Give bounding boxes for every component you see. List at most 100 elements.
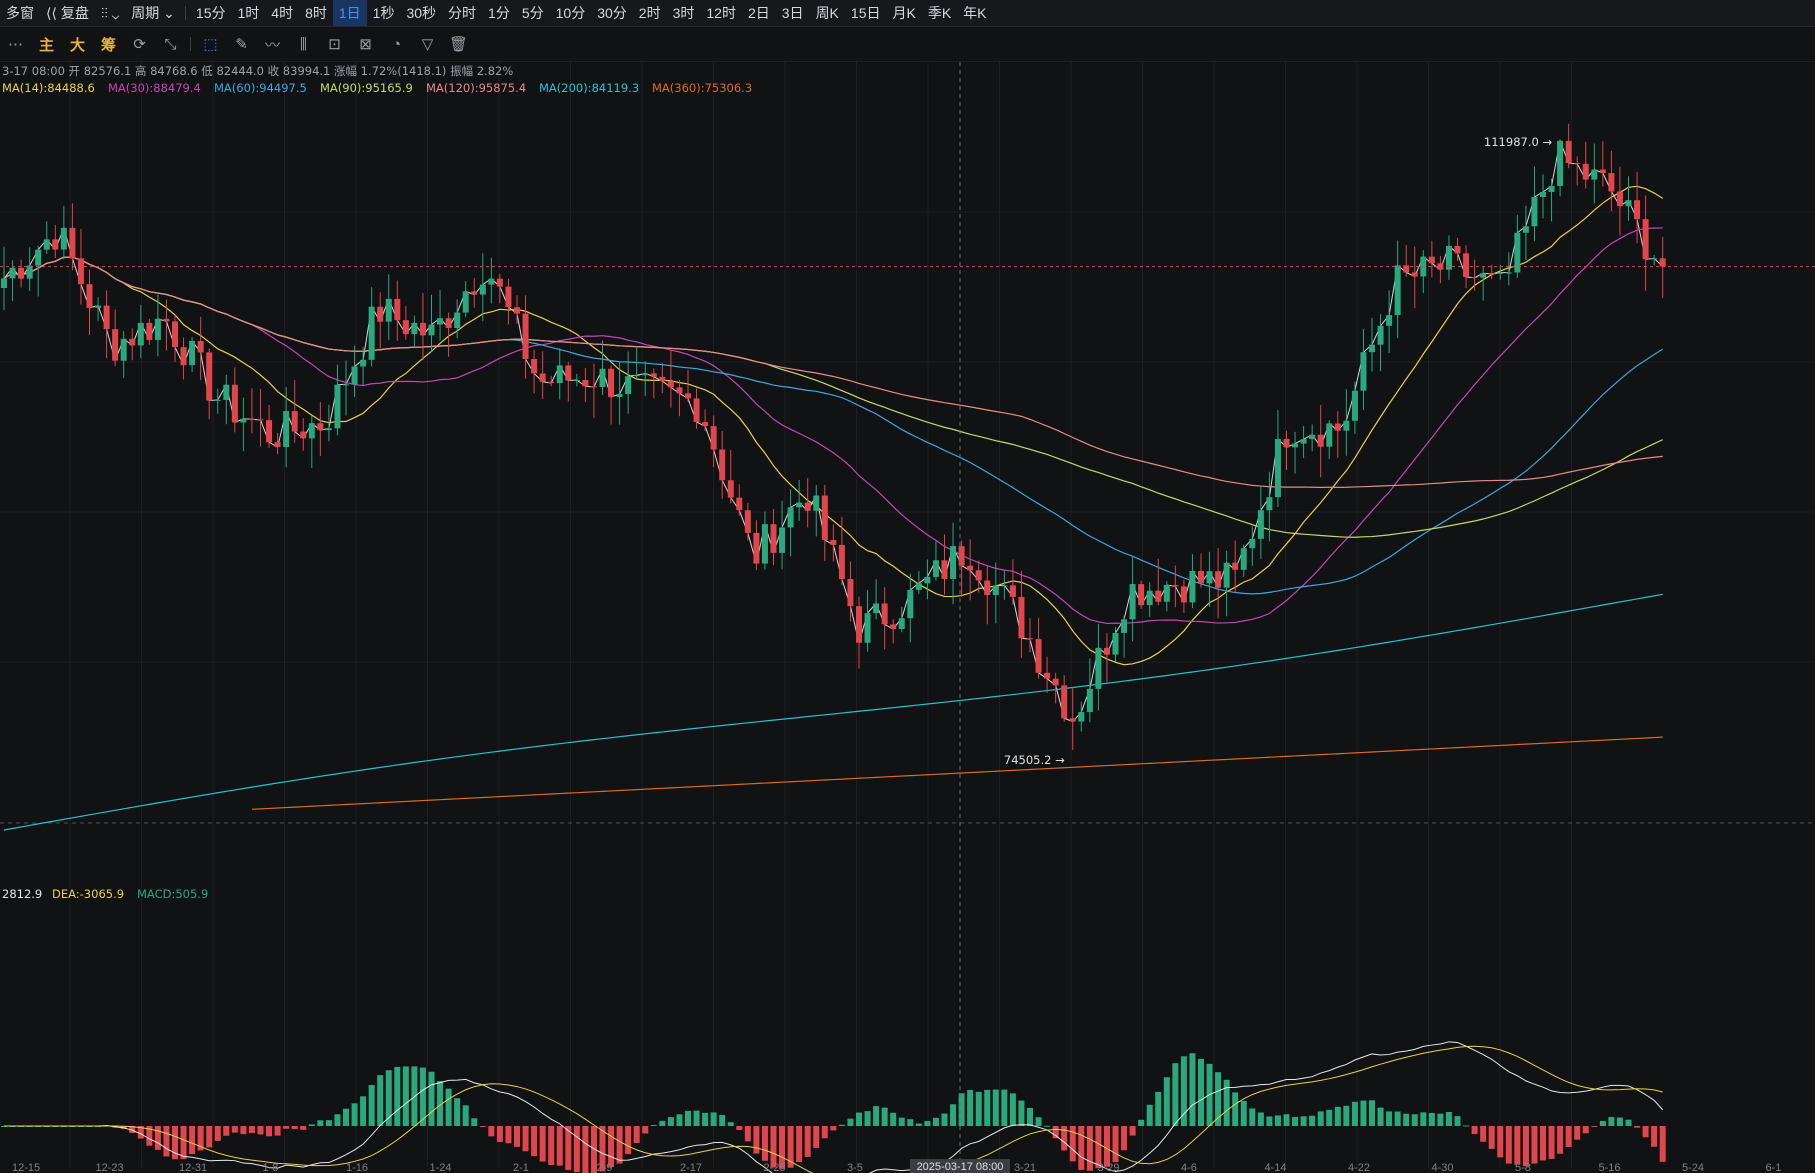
timeframe-15[interactable]: 30分 (597, 5, 627, 21)
timeframe-16[interactable]: 2时 (638, 5, 661, 21)
timeframe-6[interactable]: 4时 (271, 5, 294, 21)
macd-bar (804, 1126, 811, 1157)
candle (514, 295, 520, 324)
candle (1420, 250, 1427, 294)
timeframe-7[interactable]: 8时 (305, 5, 327, 21)
macd-bar (214, 1126, 221, 1142)
macd-bar (428, 1071, 435, 1126)
candle (1223, 550, 1230, 617)
timeframe-24[interactable]: 季K (927, 5, 952, 21)
timeframe-21[interactable]: 周K (815, 5, 839, 21)
candle-body (9, 267, 16, 279)
filter-icon[interactable]: ▽ (421, 36, 434, 53)
candle (1454, 237, 1461, 261)
candle-body (650, 373, 657, 377)
candle (505, 278, 512, 325)
candle-body (1531, 197, 1538, 227)
timeframe-0[interactable]: 多窗 (6, 5, 34, 21)
timeframe-3[interactable]: 周期 ⌄ (131, 5, 175, 21)
brush-icon[interactable]: 〰 (264, 36, 280, 54)
candle (941, 534, 948, 595)
candle-body (573, 380, 580, 382)
main-indicator-icon[interactable]: 主 (38, 36, 54, 54)
trash-icon[interactable]: 🗑 (448, 36, 469, 53)
price-chart[interactable]: 111987.0 → 74505.2 → 3-17 08:00 开 82576.1… (0, 62, 1815, 1173)
magnet-icon[interactable]: ◔ (391, 35, 402, 53)
macd-bar (1437, 1113, 1444, 1126)
macd-bar (240, 1126, 247, 1135)
candle-body (1240, 548, 1247, 570)
candle-body (1232, 562, 1239, 570)
candle (761, 511, 768, 570)
lock-icon[interactable]: ⊡ (328, 36, 341, 53)
timeframe-25[interactable]: 年K (963, 5, 987, 21)
candle (35, 245, 42, 297)
timeframe-23[interactable]: 月K (892, 5, 916, 21)
pencil-icon[interactable]: ✎ (235, 36, 248, 53)
big-icon[interactable]: 大 (69, 36, 85, 54)
candle-body (1009, 585, 1016, 597)
timeframe-11[interactable]: 分时 (448, 5, 477, 21)
timeframe-1[interactable]: ⟨⟨ 复盘 (46, 5, 89, 21)
candle (650, 368, 657, 399)
macd-bar (1112, 1126, 1119, 1163)
candle-body (1659, 258, 1666, 267)
timeframe-12[interactable]: 1分 (488, 5, 510, 21)
chip-icon[interactable]: 筹 (100, 36, 116, 54)
candle (240, 397, 247, 452)
macd-bar (402, 1066, 409, 1126)
macd-bar (437, 1081, 444, 1126)
candle-body (368, 306, 375, 360)
candle-body (1044, 672, 1051, 679)
tool-icon[interactable]: ⤡ (164, 35, 177, 53)
candle-body (172, 321, 178, 348)
x-axis-label: 2-1 (513, 1162, 529, 1173)
candle-body (394, 298, 401, 321)
candle-body (967, 565, 974, 571)
timeframe-22[interactable]: 15日 (850, 5, 881, 21)
timeframe-8[interactable]: 1日 (332, 0, 367, 26)
candle-body (505, 286, 512, 308)
candle (1351, 381, 1358, 434)
x-axis-label: 6-1 (1766, 1162, 1782, 1173)
edit-box-icon[interactable]: ⊠ (359, 36, 372, 53)
more-dots-icon[interactable]: ⋯ (8, 36, 23, 53)
candle (1403, 245, 1410, 277)
candles-icon[interactable]: ⫼ (300, 35, 307, 53)
candle (377, 292, 384, 349)
cursor-icon[interactable]: ⬚ (203, 36, 218, 53)
candle (531, 349, 538, 394)
candle-body (1052, 678, 1059, 686)
macd-bar (479, 1126, 486, 1127)
candle (779, 500, 786, 570)
timeframe-20[interactable]: 3日 (781, 5, 804, 21)
candle (573, 373, 580, 387)
timeframe-5[interactable]: 1时 (237, 5, 260, 21)
timeframe-19[interactable]: 2日 (747, 5, 770, 21)
timeframe-9[interactable]: 1秒 (372, 5, 395, 21)
candle (1086, 658, 1093, 723)
timeframe-17[interactable]: 3时 (672, 5, 695, 21)
candle (1215, 548, 1222, 619)
timeframe-4[interactable]: 15分 (195, 5, 226, 21)
timeframe-10[interactable]: 30秒 (406, 5, 437, 21)
candle (1326, 420, 1333, 460)
macd-bar (702, 1112, 709, 1126)
candle (1257, 485, 1264, 559)
candle (1608, 150, 1615, 212)
timeframe-18[interactable]: 12时 (706, 5, 736, 21)
timeframe-14[interactable]: 10分 (555, 5, 586, 21)
candle-body (1155, 590, 1162, 602)
timeframe-13[interactable]: 5分 (521, 5, 544, 21)
candle-body (1642, 219, 1649, 260)
candle-body (496, 278, 503, 287)
candle (1, 246, 7, 311)
candle (471, 278, 478, 308)
candle (496, 273, 503, 304)
sync-icon[interactable]: ⟳ (133, 36, 146, 53)
macd-bar (967, 1090, 974, 1126)
timeframe-2[interactable]: ⫶⫶ ⌄ (100, 5, 120, 21)
candle-body (1274, 438, 1281, 498)
x-axis-label: 1-8 (263, 1162, 279, 1173)
macd-bar (1198, 1058, 1204, 1126)
